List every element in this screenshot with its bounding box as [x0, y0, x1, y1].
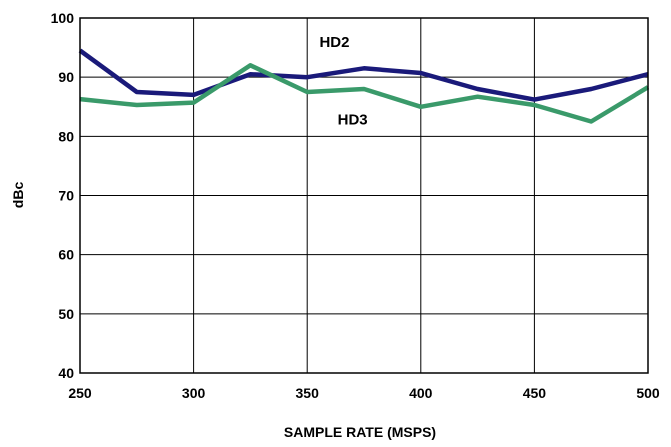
y-tick-label: 60 — [58, 247, 74, 263]
y-tick-label: 50 — [58, 306, 74, 322]
y-tick-label: 70 — [58, 188, 74, 204]
y-axis-label: dBc — [10, 182, 26, 209]
series-line-hd3 — [79, 63, 650, 124]
x-tick-label: 400 — [409, 385, 433, 401]
x-tick-label: 250 — [68, 385, 92, 401]
series-label-hd3: HD3 — [338, 112, 368, 129]
x-tick-label: 300 — [182, 385, 206, 401]
grid — [79, 17, 649, 374]
tick-labels: 40 50 60 70 80 90 100 250 300 350 400 450 500 — [51, 10, 660, 401]
series-label-hd2: HD2 — [319, 34, 349, 51]
y-tick-label: 90 — [58, 69, 74, 85]
x-tick-label: 450 — [523, 385, 547, 401]
x-axis-label: SAMPLE RATE (MSPS) — [284, 424, 436, 440]
series-labels: HD2 HD3 — [319, 34, 367, 129]
plot-frame — [79, 17, 649, 374]
series-lines — [78, 48, 650, 124]
series-line-hd2 — [78, 48, 649, 102]
y-tick-label: 80 — [58, 128, 74, 144]
x-tick-label: 500 — [636, 385, 660, 401]
y-tick-label: 100 — [51, 10, 75, 26]
y-tick-label: 40 — [58, 365, 74, 381]
x-tick-label: 350 — [296, 385, 320, 401]
